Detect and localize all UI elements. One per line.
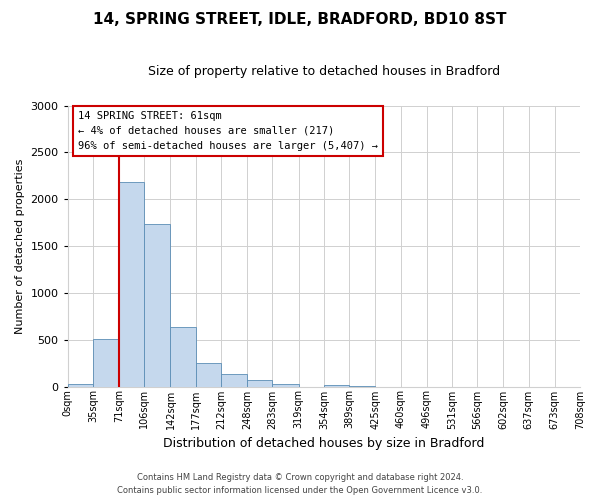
- Bar: [324, 384, 349, 386]
- Bar: [272, 384, 299, 386]
- Bar: [221, 374, 247, 386]
- Bar: [119, 182, 145, 386]
- Text: 14 SPRING STREET: 61sqm
← 4% of detached houses are smaller (217)
96% of semi-de: 14 SPRING STREET: 61sqm ← 4% of detached…: [78, 111, 378, 151]
- Y-axis label: Number of detached properties: Number of detached properties: [15, 158, 25, 334]
- Bar: [145, 224, 170, 386]
- Bar: [68, 384, 93, 386]
- Title: Size of property relative to detached houses in Bradford: Size of property relative to detached ho…: [148, 65, 500, 78]
- Text: 14, SPRING STREET, IDLE, BRADFORD, BD10 8ST: 14, SPRING STREET, IDLE, BRADFORD, BD10 …: [93, 12, 507, 28]
- Bar: [93, 339, 119, 386]
- Bar: [196, 362, 221, 386]
- Bar: [170, 327, 196, 386]
- Bar: [247, 380, 272, 386]
- X-axis label: Distribution of detached houses by size in Bradford: Distribution of detached houses by size …: [163, 437, 485, 450]
- Text: Contains HM Land Registry data © Crown copyright and database right 2024.
Contai: Contains HM Land Registry data © Crown c…: [118, 474, 482, 495]
